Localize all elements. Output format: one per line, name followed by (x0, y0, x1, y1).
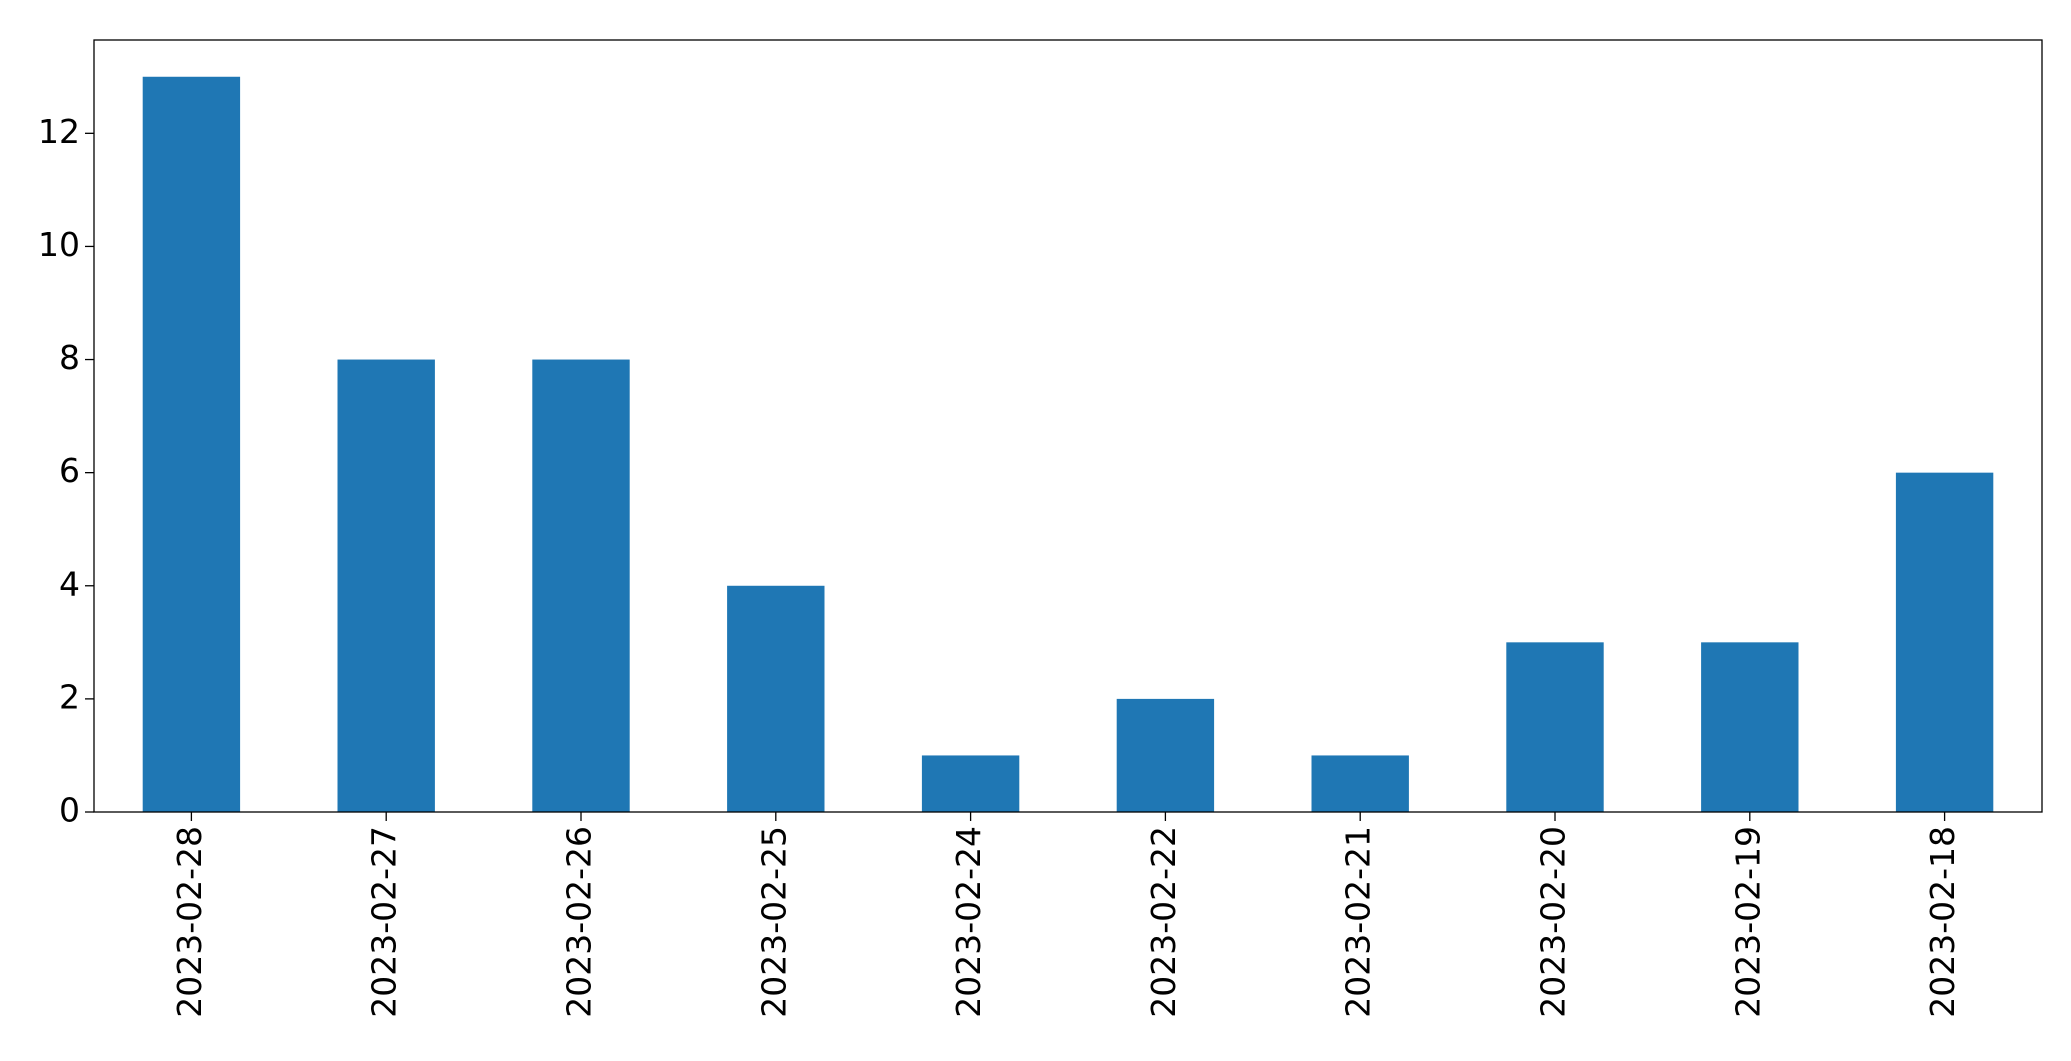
bar (1506, 642, 1604, 812)
x-tick-label: 2023-02-28 (170, 826, 209, 1018)
bar (532, 359, 630, 812)
y-tick-label: 4 (59, 564, 80, 603)
x-tick-label: 2023-02-24 (949, 826, 988, 1018)
bar (337, 359, 435, 812)
x-tick-label: 2023-02-26 (560, 826, 599, 1018)
bar (727, 585, 825, 812)
x-tick-label: 2023-02-20 (1534, 826, 1573, 1018)
bar (1701, 642, 1799, 812)
bar (1116, 698, 1215, 812)
bar (142, 76, 241, 812)
y-tick-label: 8 (59, 338, 80, 377)
y-tick-label: 6 (59, 451, 80, 490)
y-tick-label: 2 (59, 677, 80, 716)
bar (921, 755, 1020, 812)
bar (1895, 472, 1994, 812)
x-tick-label: 2023-02-22 (1144, 826, 1183, 1018)
y-tick-label: 12 (38, 112, 80, 151)
bar (1311, 755, 1409, 812)
x-tick-label: 2023-02-21 (1339, 826, 1378, 1018)
y-tick-label: 10 (38, 225, 80, 264)
x-tick-label: 2023-02-19 (1728, 826, 1767, 1018)
x-tick-label: 2023-02-27 (365, 826, 404, 1018)
x-tick-label: 2023-02-18 (1923, 826, 1962, 1018)
x-tick-label: 2023-02-25 (754, 826, 793, 1018)
plot-frame (93, 39, 2043, 813)
y-tick-label: 0 (59, 791, 80, 830)
